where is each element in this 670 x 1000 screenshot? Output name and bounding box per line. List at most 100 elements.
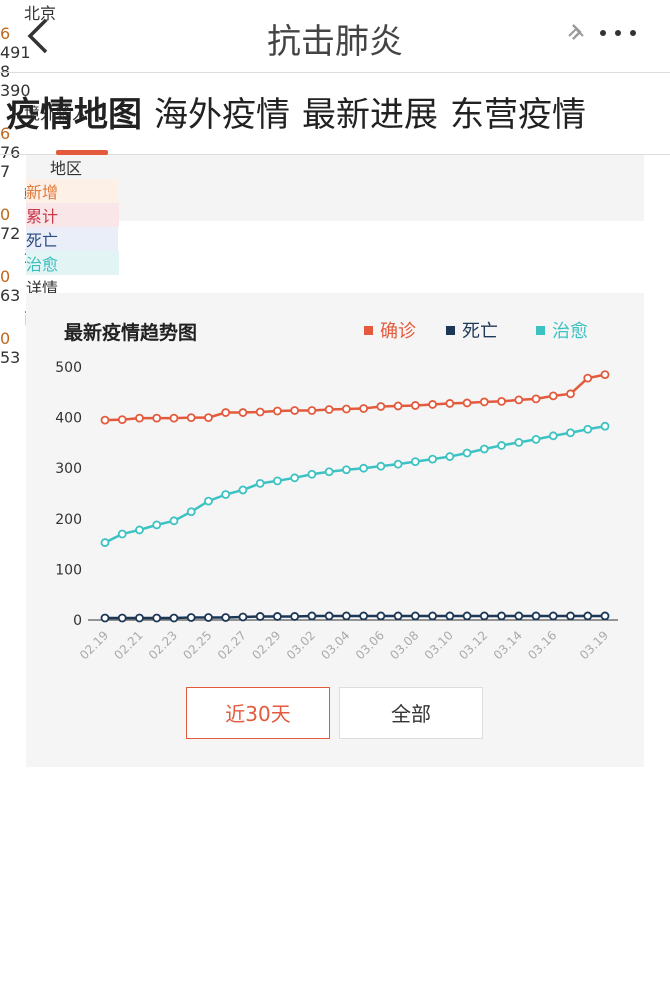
data-point [410, 611, 420, 621]
x-tick-label: 03.10 [422, 628, 456, 662]
x-tick-label: 03.19 [577, 628, 611, 662]
data-point [169, 413, 179, 423]
data-point [290, 406, 300, 415]
top-bar: 抗击肺炎 [0, 0, 670, 73]
data-point [238, 408, 248, 417]
data-point [290, 612, 300, 621]
y-tick-label: 0 [73, 613, 82, 629]
y-tick-label: 500 [55, 360, 82, 376]
data-point [169, 516, 179, 526]
data-point [324, 611, 334, 621]
data-point [376, 611, 386, 621]
tab[interactable]: 海外疫情 [154, 95, 290, 135]
data-point [135, 613, 144, 623]
data-point [238, 612, 248, 622]
data-point [376, 402, 386, 411]
data-point [117, 613, 127, 623]
column-header: 新增 [26, 179, 118, 203]
data-point [117, 415, 127, 425]
y-tick-label: 300 [55, 461, 82, 477]
data-point [514, 395, 524, 405]
x-tick-label: 03.04 [318, 628, 352, 662]
x-tick-label: 02.19 [77, 628, 111, 662]
data-point [221, 613, 231, 622]
data-point [341, 611, 351, 621]
x-tick-label: 03.08 [387, 628, 421, 662]
chart-title: 最新疫情趋势图 [64, 321, 197, 344]
x-tick-label: 02.27 [215, 628, 249, 662]
table-cell: 491 [0, 43, 31, 62]
tab-bar: 疫情地图 海外疫情 最新进展 东营疫情 [0, 76, 670, 155]
data-point [393, 401, 403, 411]
data-point [204, 413, 213, 422]
series-line [104, 424, 606, 544]
data-point [566, 611, 575, 621]
x-tick-label: 03.06 [353, 628, 387, 662]
data-point [531, 611, 541, 621]
data-point [566, 389, 575, 399]
data-point [359, 463, 369, 473]
x-tick-label: 03.16 [525, 628, 559, 662]
data-point [514, 611, 524, 621]
data-point [462, 448, 472, 458]
data-point [600, 370, 610, 379]
data-point [135, 525, 144, 535]
tab[interactable]: 东营疫情 [450, 95, 586, 135]
data-point [186, 613, 196, 622]
legend-label: 治愈 [552, 321, 588, 342]
data-point [497, 397, 506, 406]
table-cell: 8 [0, 62, 11, 81]
data-point [548, 431, 558, 441]
table-cell: 6 [0, 124, 11, 143]
data-point [393, 611, 403, 621]
data-point [307, 406, 317, 415]
data-point [186, 413, 196, 422]
data-point [497, 611, 506, 621]
tab[interactable]: 最新进展 [302, 95, 438, 135]
data-point [255, 478, 265, 488]
data-point [479, 611, 489, 621]
data-point [169, 613, 179, 623]
table-cell: 76 [0, 143, 21, 162]
page-title: 抗击肺炎 [267, 22, 403, 62]
data-point [152, 613, 162, 623]
data-point [393, 459, 403, 469]
data-point [410, 457, 420, 467]
chart-panel: 最新疫情趋势图 确诊 死亡 治愈 0 100 200 300 400 500 02.19 02.21 0… [26, 293, 644, 767]
column-header: 累计 [26, 203, 119, 227]
data-point [341, 404, 351, 414]
data-point [566, 428, 575, 438]
back-button[interactable] [24, 16, 54, 56]
data-point [324, 467, 334, 477]
data-point [359, 611, 369, 621]
table-cell: 72 [0, 224, 21, 243]
more-button[interactable] [598, 26, 642, 40]
range-button[interactable]: 近30天 [186, 687, 330, 739]
table-cell: 390 [0, 81, 31, 100]
data-point [117, 529, 127, 539]
data-point [462, 398, 472, 408]
data-point [583, 611, 593, 621]
data-point [204, 613, 213, 622]
data-point [359, 404, 369, 413]
data-point [600, 611, 610, 621]
data-point [152, 520, 162, 530]
tab[interactable]: 疫情地图 [6, 95, 142, 135]
data-point [221, 408, 231, 417]
data-point [600, 421, 610, 431]
data-point [497, 441, 506, 450]
expand-icon[interactable] [566, 22, 586, 42]
legend-marker [364, 326, 373, 335]
x-tick-label: 03.12 [456, 628, 490, 662]
data-point [531, 394, 541, 404]
column-header: 治愈 [26, 251, 119, 275]
range-button[interactable]: 全部 [339, 687, 483, 739]
data-point [548, 611, 558, 621]
data-point [341, 465, 351, 475]
table-cell: 0 [0, 267, 11, 286]
x-tick-label: 02.29 [249, 628, 283, 662]
y-tick-label: 100 [55, 562, 82, 578]
data-point [583, 424, 593, 434]
